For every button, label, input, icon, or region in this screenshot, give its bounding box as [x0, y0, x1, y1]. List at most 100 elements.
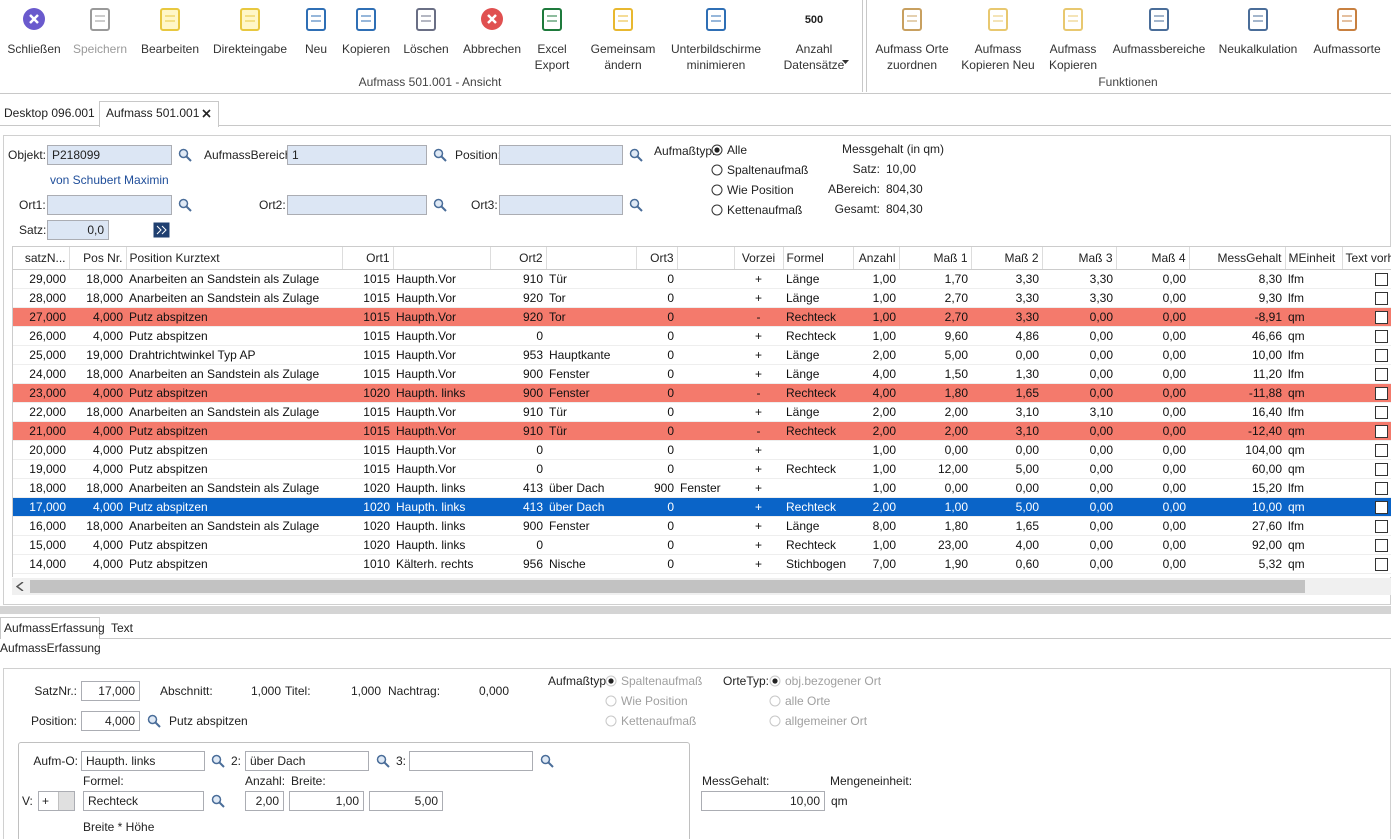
radio-label[interactable]: Kettenaufmaß — [727, 203, 803, 217]
input-field[interactable] — [499, 195, 623, 215]
toolbar-button[interactable]: Gemeinsam ändern — [590, 42, 656, 72]
checkbox[interactable] — [1375, 273, 1388, 287]
grid-row[interactable]: 16,000 18,000 Anarbeiten an Sandstein als … — [13, 516, 1391, 536]
grid-row[interactable]: 23,000 4,000 Putz abspitzen 1020 Haupth. lin… — [13, 383, 1391, 403]
radio-label[interactable]: Alle — [727, 143, 748, 157]
toolbar-button[interactable]: Aufmassbereiche — [1112, 42, 1206, 56]
column-header[interactable]: Vorzei — [734, 247, 784, 270]
checkbox[interactable] — [1375, 387, 1388, 401]
column-header[interactable]: Ort3 — [636, 247, 678, 270]
input-field[interactable]: Haupth. links — [81, 751, 205, 771]
grid-cell: 0 — [636, 573, 677, 577]
toolbar-button[interactable]: Unterbildschirme minimieren — [670, 42, 762, 72]
column-header[interactable]: Anzahl — [853, 247, 900, 270]
column-header[interactable]: Ort2 — [490, 247, 547, 270]
input-field[interactable]: 1 — [287, 145, 427, 165]
column-header[interactable]: Text vorh — [1342, 247, 1391, 270]
checkbox[interactable] — [1375, 444, 1388, 458]
toolbar-button[interactable]: Direkteingabe — [212, 42, 288, 56]
toolbar-button[interactable]: Bearbeiten — [140, 42, 200, 56]
column-header[interactable]: Maß 1 — [899, 247, 972, 270]
tab[interactable]: Aufmass 501.001 — [106, 106, 200, 120]
dropdown-button[interactable] — [58, 792, 74, 810]
checkbox[interactable] — [1375, 406, 1388, 420]
input-field[interactable]: P218099 — [47, 145, 172, 165]
checkbox[interactable] — [1375, 558, 1388, 572]
grid-row[interactable]: 20,000 4,000 Putz abspitzen 1015 Haupth.Vor 0… — [13, 440, 1391, 460]
input-field[interactable] — [47, 195, 172, 215]
toolbar-button[interactable]: Speichern — [72, 42, 128, 56]
checkbox[interactable] — [1375, 330, 1388, 344]
toolbar-button[interactable]: Anzahl Datensätze — [783, 42, 845, 72]
radio-label[interactable]: Spaltenaufmaß — [727, 163, 809, 177]
input-field[interactable] — [409, 751, 533, 771]
input-field[interactable] — [499, 145, 623, 165]
column-header[interactable]: Ort1 — [342, 247, 394, 270]
grid-row[interactable]: 14,000 4,000 Putz abspitzen 1010 Kälterh. re… — [13, 554, 1391, 574]
input-field[interactable]: 0,0 — [47, 220, 109, 240]
tab[interactable]: Text — [111, 621, 134, 635]
column-header[interactable]: MessGehalt — [1189, 247, 1286, 270]
column-header[interactable]: Maß 4 — [1116, 247, 1190, 270]
input-field[interactable]: über Dach — [245, 751, 369, 771]
toolbar-button[interactable]: Neu — [304, 42, 327, 56]
tab[interactable]: AufmassErfassung — [4, 621, 105, 635]
scrollbar-thumb[interactable] — [30, 580, 1305, 593]
input-field[interactable]: 5,00 — [369, 791, 443, 811]
grid-row[interactable]: 24,000 18,000 Anarbeiten an Sandstein als … — [13, 364, 1391, 384]
grid-row[interactable]: 22,000 18,000 Anarbeiten an Sandstein als … — [13, 402, 1391, 422]
checkbox[interactable] — [1375, 539, 1388, 553]
grid-row[interactable]: 17,000 4,000 Putz abspitzen 1020 Haupth. lin… — [13, 497, 1391, 517]
input-field[interactable]: 4,000 — [81, 711, 140, 731]
checkbox[interactable] — [1375, 520, 1388, 534]
toolbar-button[interactable]: Aufmass Kopieren Neu — [961, 42, 1035, 72]
column-header[interactable]: Maß 3 — [1042, 247, 1117, 270]
toolbar-button[interactable]: Schließen — [7, 42, 61, 56]
checkbox[interactable] — [1375, 463, 1388, 477]
checkbox[interactable] — [1375, 292, 1388, 306]
checkbox[interactable] — [1375, 425, 1388, 439]
toolbar-button[interactable]: Aufmass Orte zuordnen — [875, 42, 949, 72]
toolbar-button[interactable]: Excel Export — [534, 42, 570, 72]
grid-row[interactable]: 19,000 4,000 Putz abspitzen 1015 Haupth.Vor 0… — [13, 459, 1391, 479]
grid-row[interactable]: 28,000 18,000 Anarbeiten an Sandstein als … — [13, 288, 1391, 308]
grid-row[interactable]: 27,000 4,000 Putz abspitzen 1015 Haupth.Vor 9… — [13, 307, 1391, 327]
column-header[interactable] — [677, 247, 735, 270]
toolbar-button[interactable]: Neukalkulation — [1218, 42, 1298, 56]
toolbar-button[interactable]: Kopieren — [341, 42, 391, 56]
grid-row[interactable]: 21,000 4,000 Putz abspitzen 1015 Haupth.Vor 9… — [13, 421, 1391, 441]
column-header[interactable]: Position Kurztext — [126, 247, 343, 270]
toolbar-button[interactable]: Abbrechen — [462, 42, 522, 56]
input-field[interactable]: Rechteck — [83, 791, 204, 811]
column-header[interactable]: Maß 2 — [971, 247, 1043, 270]
tab[interactable]: Desktop 096.001 — [4, 106, 95, 120]
grid-row[interactable]: 15,000 4,000 Putz abspitzen 1020 Haupth. lin… — [13, 535, 1391, 555]
toolbar-button[interactable]: Aufmass Kopieren — [1048, 42, 1098, 72]
column-header[interactable]: MEinheit — [1285, 247, 1343, 270]
checkbox[interactable] — [1375, 501, 1388, 515]
input-field[interactable]: 10,00 — [701, 791, 825, 811]
column-header[interactable] — [546, 247, 637, 270]
toolbar-button[interactable]: Aufmassorte — [1313, 42, 1381, 56]
input-field[interactable]: 1,00 — [289, 791, 364, 811]
checkbox[interactable] — [1375, 349, 1388, 363]
input-field[interactable] — [287, 195, 427, 215]
column-header[interactable]: satzN... — [13, 247, 70, 270]
column-header[interactable]: Pos Nr. — [69, 247, 127, 270]
checkbox[interactable] — [1375, 311, 1388, 325]
toolbar-button[interactable]: Löschen — [403, 42, 449, 56]
checkbox[interactable] — [1375, 368, 1388, 382]
column-header[interactable]: Formel — [783, 247, 854, 270]
grid-row[interactable]: 25,000 19,000 Drahtrichtwinkel Typ AP 1015 H… — [13, 345, 1391, 365]
input-field[interactable]: 17,000 — [81, 681, 140, 701]
grid-row[interactable]: 29,000 18,000 Anarbeiten an Sandstein als … — [13, 269, 1391, 289]
grid-cell: 1015 — [342, 345, 393, 365]
grid-row[interactable]: 26,000 4,000 Putz abspitzen 1015 Haupth.Vor 0… — [13, 326, 1391, 346]
checkbox[interactable] — [1375, 482, 1388, 496]
input-field[interactable]: 2,00 — [245, 791, 284, 811]
grid-cell: 0,00 — [1116, 421, 1189, 441]
column-header[interactable] — [393, 247, 491, 270]
radio-label[interactable]: Wie Position — [727, 183, 794, 197]
grid-row[interactable]: 18,000 18,000 Anarbeiten an Sandstein als … — [13, 478, 1391, 498]
